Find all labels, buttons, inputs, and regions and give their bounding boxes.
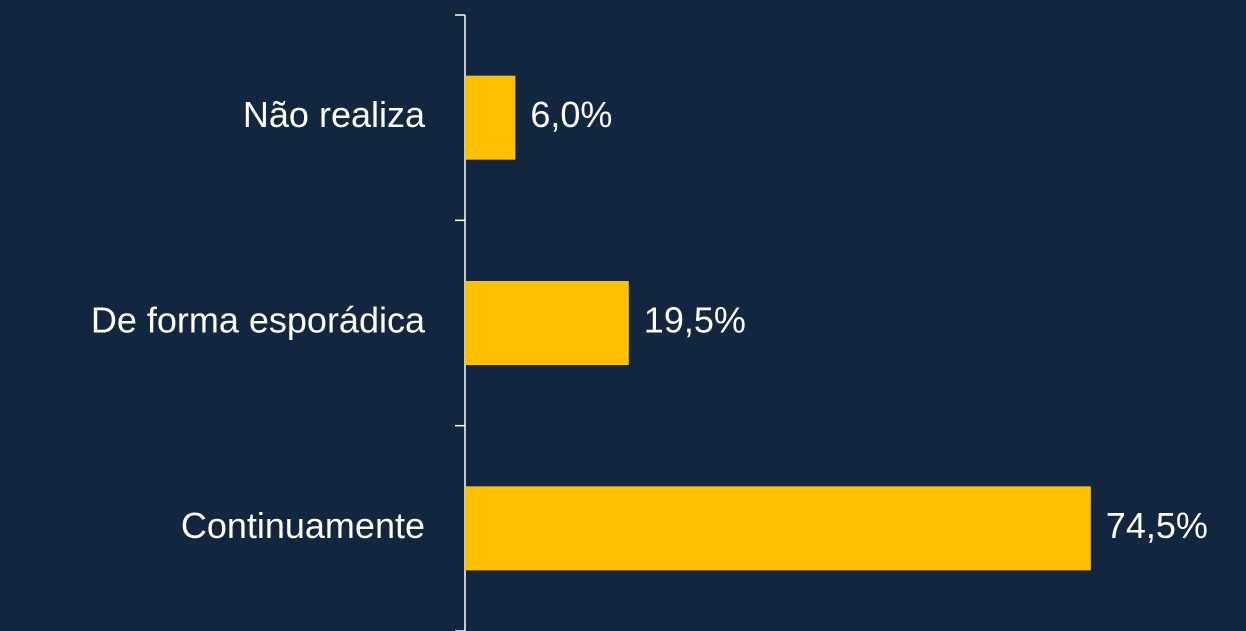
category-label: De forma esporádica xyxy=(91,300,426,341)
data-label: 74,5% xyxy=(1106,505,1208,546)
bar xyxy=(465,75,516,160)
bar xyxy=(465,486,1091,571)
category-label: Continuamente xyxy=(181,505,425,546)
bar xyxy=(465,281,629,365)
category-label: Não realiza xyxy=(243,94,426,135)
data-label: 6,0% xyxy=(530,94,612,135)
data-label: 19,5% xyxy=(644,300,746,341)
